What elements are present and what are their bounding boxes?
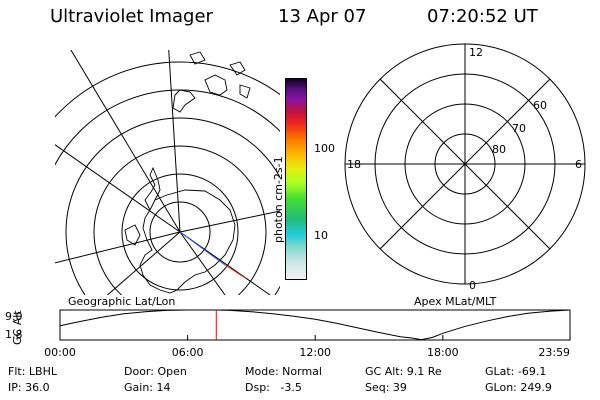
seq-status: Seq: 39: [365, 381, 407, 394]
gain-status: Gain: 14: [124, 381, 171, 394]
date-label: 13 Apr 07: [278, 6, 367, 27]
colorbar-tick-10: 10: [314, 229, 328, 242]
time-label: 07:20:52 UT: [427, 6, 538, 27]
y-tick-label-1-8: 1.8: [5, 328, 23, 341]
glat-status: GLat: -69.1: [485, 365, 547, 378]
instrument-title: Ultraviolet Imager: [50, 6, 213, 27]
x-axis-ticks: 00:00 06:00 12:00 18:00 23:59: [44, 335, 571, 359]
polar-mlt-panel: 12 18 6 0 60 70 80: [344, 43, 586, 292]
x-tick-label: 18:00: [427, 346, 459, 359]
glon-status: GLon: 249.9: [485, 381, 552, 394]
altitude-series-line: [59, 309, 571, 341]
altitude-chart: 00:00 06:00 12:00 18:00 23:59 9.0 1.8 GC Alt: [5, 309, 571, 359]
dsp-status: Dsp: -3.5: [245, 381, 302, 394]
x-tick-label: 00:00: [44, 346, 76, 359]
mlat-label-80: 80: [492, 143, 506, 156]
mode-status: Mode: Normal: [245, 365, 322, 378]
ip-status: IP: 36.0: [8, 381, 50, 394]
filter-status: Flt: LBHL: [8, 365, 57, 378]
apex-panel-label: Apex MLat/MLT: [414, 295, 497, 308]
x-tick-label: 06:00: [172, 346, 204, 359]
door-status: Door: Open: [124, 365, 187, 378]
coastlines: [124, 51, 251, 294]
mlt-label-0: 0: [469, 279, 476, 292]
y-tick-label-9: 9.0: [5, 310, 23, 323]
geographic-panel-label: Geographic Lat/Lon: [68, 295, 176, 308]
colorbar-tick-100: 100: [314, 142, 335, 155]
sun-direction-line: [179, 231, 226, 266]
colorbar-unit-label: photon cm-2s-1: [272, 156, 285, 243]
geographic-map-panel: [55, 50, 280, 295]
mlt-label-6: 6: [575, 158, 582, 171]
x-tick-label: 12:00: [299, 346, 331, 359]
mlt-label-12: 12: [469, 46, 483, 59]
latitude-circles: [55, 61, 280, 295]
mlt-label-18: 18: [347, 158, 361, 171]
gc-alt-status: GC Alt: 9.1 Re: [365, 365, 442, 378]
mlat-label-70: 70: [512, 122, 526, 135]
colorbar: [285, 78, 307, 280]
mlat-label-60: 60: [533, 99, 547, 112]
x-tick-label: 23:59: [538, 346, 570, 359]
y-axis-label: GC Alt: [11, 310, 24, 345]
